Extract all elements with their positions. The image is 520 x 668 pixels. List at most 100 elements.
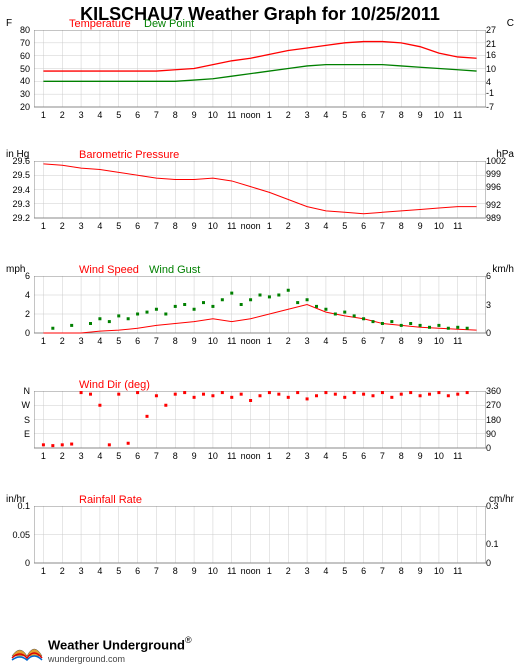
svg-text:1: 1	[41, 336, 46, 346]
svg-text:8: 8	[173, 566, 178, 576]
svg-text:5: 5	[342, 110, 347, 120]
svg-text:9: 9	[418, 221, 423, 231]
svg-text:1: 1	[267, 566, 272, 576]
plot-baro: 1234567891011noon1234567891011	[34, 161, 486, 236]
svg-text:4: 4	[323, 110, 328, 120]
svg-text:1: 1	[267, 221, 272, 231]
svg-text:2: 2	[286, 110, 291, 120]
svg-text:10: 10	[434, 221, 444, 231]
legend-temperature: Temperature	[69, 18, 131, 30]
svg-text:8: 8	[173, 110, 178, 120]
svg-text:noon: noon	[241, 221, 261, 231]
svg-text:7: 7	[154, 451, 159, 461]
svg-text:11: 11	[227, 221, 236, 231]
ytick-right: 0.3	[486, 501, 512, 511]
svg-text:10: 10	[208, 336, 218, 346]
svg-text:8: 8	[399, 566, 404, 576]
svg-text:noon: noon	[241, 336, 261, 346]
ytick-left: 0.1	[10, 501, 30, 511]
svg-text:6: 6	[135, 566, 140, 576]
svg-text:7: 7	[380, 566, 385, 576]
svg-text:noon: noon	[241, 110, 261, 120]
plot-wind: 1234567891011noon1234567891011	[34, 276, 486, 351]
svg-text:4: 4	[323, 336, 328, 346]
svg-text:3: 3	[305, 110, 310, 120]
svg-text:10: 10	[208, 110, 218, 120]
svg-text:8: 8	[399, 451, 404, 461]
ytick-left: 70	[10, 38, 30, 48]
ytick-left: 0	[10, 328, 30, 338]
svg-text:10: 10	[434, 451, 444, 461]
ytick-right: 1002	[486, 156, 512, 166]
ytick-right: 4	[486, 77, 512, 87]
ytick-right: 989	[486, 213, 512, 223]
svg-text:10: 10	[208, 221, 218, 231]
svg-text:5: 5	[342, 221, 347, 231]
svg-text:2: 2	[286, 566, 291, 576]
svg-text:6: 6	[361, 221, 366, 231]
svg-text:3: 3	[79, 451, 84, 461]
svg-text:10: 10	[208, 451, 218, 461]
svg-text:6: 6	[135, 336, 140, 346]
ytick-left: 0.05	[10, 530, 30, 540]
svg-text:3: 3	[79, 221, 84, 231]
svg-text:6: 6	[135, 451, 140, 461]
ytick-left: E	[10, 429, 30, 439]
svg-text:8: 8	[399, 110, 404, 120]
svg-text:4: 4	[97, 221, 102, 231]
svg-text:8: 8	[173, 451, 178, 461]
svg-text:1: 1	[41, 451, 46, 461]
svg-text:6: 6	[135, 110, 140, 120]
ytick-right: 27	[486, 25, 512, 35]
svg-text:10: 10	[434, 336, 444, 346]
ytick-left: 50	[10, 64, 30, 74]
svg-text:2: 2	[286, 221, 291, 231]
ytick-right: 21	[486, 39, 512, 49]
svg-text:noon: noon	[241, 566, 261, 576]
ytick-left: S	[10, 415, 30, 425]
ytick-right: -1	[486, 88, 512, 98]
legend-rainfall-rate: Rainfall Rate	[79, 494, 142, 506]
ytick-left: 40	[10, 76, 30, 86]
svg-text:4: 4	[323, 451, 328, 461]
svg-text:1: 1	[267, 110, 272, 120]
legend-wind-gust: Wind Gust	[149, 264, 200, 276]
svg-text:3: 3	[305, 451, 310, 461]
svg-text:8: 8	[399, 221, 404, 231]
ytick-left: 30	[10, 89, 30, 99]
svg-text:3: 3	[79, 336, 84, 346]
svg-text:11: 11	[227, 336, 236, 346]
svg-text:4: 4	[323, 221, 328, 231]
legend-dew-point: Dew Point	[144, 18, 194, 30]
legend-barometric-pressure: Barometric Pressure	[79, 149, 179, 161]
ytick-left: 0	[10, 558, 30, 568]
ytick-right: 999	[486, 169, 512, 179]
ytick-right: 10	[486, 64, 512, 74]
legend-wind-speed: Wind Speed	[79, 264, 139, 276]
svg-text:4: 4	[323, 566, 328, 576]
svg-text:6: 6	[361, 451, 366, 461]
svg-text:9: 9	[192, 566, 197, 576]
svg-text:11: 11	[227, 566, 236, 576]
ytick-left: 6	[10, 271, 30, 281]
ytick-left: N	[10, 386, 30, 396]
svg-text:7: 7	[154, 110, 159, 120]
ytick-left: 20	[10, 102, 30, 112]
svg-text:7: 7	[380, 451, 385, 461]
ytick-right: 90	[486, 429, 512, 439]
svg-text:2: 2	[286, 451, 291, 461]
svg-text:11: 11	[227, 110, 236, 120]
svg-text:7: 7	[380, 110, 385, 120]
svg-text:2: 2	[60, 451, 65, 461]
ytick-right: 360	[486, 386, 512, 396]
ytick-left: 60	[10, 51, 30, 61]
svg-text:11: 11	[453, 110, 462, 120]
footer-text-wrap: Weather Underground® wunderground.com	[48, 635, 192, 664]
svg-text:1: 1	[41, 110, 46, 120]
svg-text:10: 10	[434, 566, 444, 576]
ytick-left: W	[10, 400, 30, 410]
svg-text:5: 5	[342, 566, 347, 576]
svg-text:3: 3	[305, 566, 310, 576]
svg-text:3: 3	[79, 110, 84, 120]
ytick-right: 3	[486, 300, 512, 310]
